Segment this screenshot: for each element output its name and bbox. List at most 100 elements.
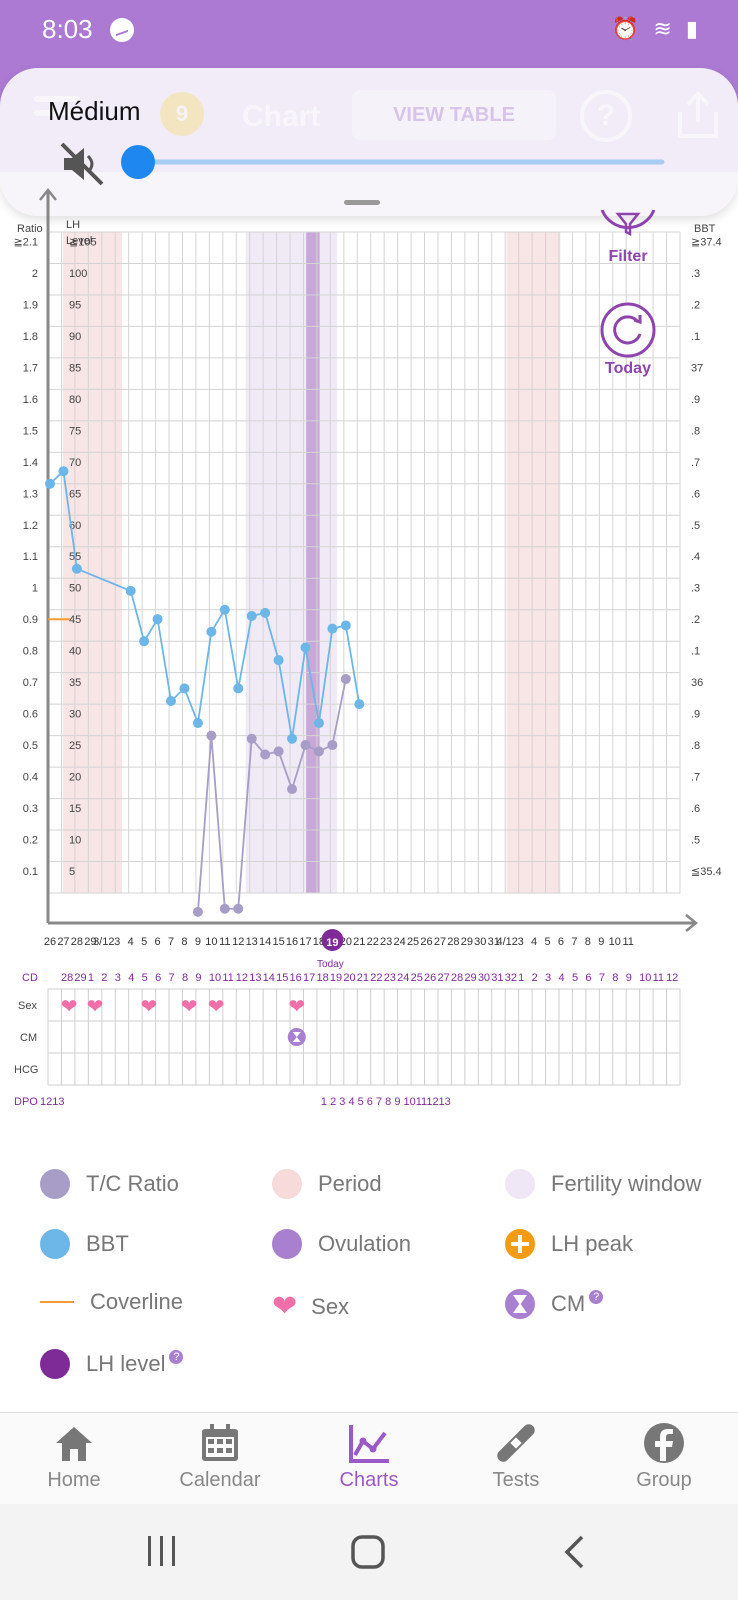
status-time: 8:03 — [42, 14, 93, 44]
bbt-point[interactable] — [166, 695, 177, 706]
bbt-tick: .7 — [691, 772, 700, 784]
bbt-point[interactable] — [354, 699, 365, 710]
help-icon[interactable]: ? — [580, 90, 632, 142]
home-icon — [52, 1421, 96, 1465]
today-marker[interactable] — [321, 929, 344, 951]
ratio-tick: 1.2 — [23, 520, 38, 532]
ratio-point[interactable] — [313, 746, 324, 757]
ratio-point[interactable] — [233, 903, 244, 914]
nav-calendar[interactable]: Calendar — [160, 1421, 280, 1492]
date-label: 10 — [205, 936, 217, 948]
bbt-point[interactable] — [58, 466, 69, 477]
nav-home[interactable]: Home — [14, 1421, 134, 1492]
sex-heart-icon: ❤ — [208, 996, 225, 1018]
bbt-point[interactable] — [327, 623, 338, 634]
bbt-point[interactable] — [152, 614, 163, 625]
fertility-swatch — [505, 1169, 535, 1199]
cd-value: 19 — [330, 972, 342, 984]
cm-event-icon[interactable] — [287, 1028, 306, 1046]
coverline-swatch — [40, 1301, 74, 1303]
bbt-point[interactable] — [125, 585, 136, 596]
volume-slider[interactable] — [118, 142, 666, 182]
sex-heart-icon: ❤ — [61, 996, 78, 1018]
legend-coverline: Coverline — [40, 1289, 183, 1315]
lh-tick: 10 — [69, 835, 81, 847]
bbt-point[interactable] — [300, 642, 311, 653]
sex-heart-icon: ❤ — [140, 996, 157, 1018]
view-table-button[interactable]: VIEW TABLE — [352, 90, 556, 140]
lh-tick: 45 — [69, 614, 81, 626]
ovulation-band — [306, 232, 320, 893]
nav-tests[interactable]: Tests — [456, 1421, 576, 1492]
ratio-point[interactable] — [246, 733, 257, 744]
lh-tick: 75 — [69, 425, 81, 437]
cd-value: 14 — [263, 972, 275, 984]
cd-value: 1 — [518, 972, 524, 984]
legend-tc-ratio-label: T/C Ratio — [86, 1171, 179, 1196]
ratio-point[interactable] — [192, 906, 203, 917]
legend-lh-level-label: LH level — [86, 1351, 166, 1376]
volume-slider-thumb[interactable] — [121, 145, 155, 179]
date-label: 10 — [609, 936, 621, 948]
bbt-point[interactable] — [206, 626, 217, 637]
bbt-point[interactable] — [219, 604, 230, 615]
cd-value: 22 — [370, 972, 382, 984]
back-button[interactable] — [562, 1534, 586, 1575]
ratio-point[interactable] — [206, 730, 217, 741]
ratio-point[interactable] — [340, 673, 351, 684]
ratio-tick: 1.9 — [23, 299, 38, 311]
ratio-point[interactable] — [300, 740, 311, 751]
bbt-point[interactable] — [45, 478, 55, 489]
ratio-point[interactable] — [273, 746, 284, 757]
ratio-point[interactable] — [327, 740, 338, 751]
date-label: 11 — [623, 936, 634, 948]
mute-icon[interactable] — [58, 140, 106, 188]
date-label: 21 — [353, 936, 365, 948]
recents-button[interactable] — [146, 1534, 178, 1573]
bbt-point[interactable] — [233, 683, 244, 694]
dpo-values-left: 1213 — [40, 1096, 64, 1108]
ratio-point[interactable] — [287, 784, 298, 795]
bbt-point[interactable] — [313, 718, 324, 729]
nav-group[interactable]: Group — [604, 1421, 724, 1492]
bbt-point[interactable] — [246, 611, 257, 622]
cd-value: 7 — [169, 972, 175, 984]
bbt-tick: .3 — [691, 268, 700, 280]
coin-badge[interactable]: 9 — [160, 92, 204, 136]
bbt-point[interactable] — [71, 563, 82, 574]
lh-tick: 15 — [69, 803, 81, 815]
cd-value: 32 — [505, 972, 517, 984]
cycle-chart[interactable]: Ratio LHLevelBBT≧2.121.91.81.71.61.51.41.… — [0, 180, 738, 1140]
bbt-point[interactable] — [260, 607, 271, 618]
bbt-tick: .9 — [691, 394, 700, 406]
bbt-point[interactable] — [139, 636, 150, 647]
share-icon[interactable] — [676, 90, 720, 140]
date-label: 6 — [155, 936, 161, 948]
panel-drag-handle[interactable] — [344, 200, 380, 205]
lh-tick: 5 — [69, 866, 75, 878]
filter-button[interactable]: Filter — [598, 210, 658, 274]
lh-tick: 95 — [69, 299, 81, 311]
date-label: 27 — [57, 936, 69, 948]
menu-icon[interactable] — [34, 88, 80, 134]
bbt-point[interactable] — [340, 620, 351, 631]
legend-fertility: Fertility window — [505, 1169, 701, 1199]
ratio-tick: 0.6 — [23, 709, 38, 721]
ovulation-swatch — [272, 1229, 302, 1259]
lh-level-help-icon[interactable]: ? — [169, 1350, 184, 1364]
bbt-point[interactable] — [273, 655, 284, 666]
bbt-point[interactable] — [287, 733, 298, 744]
x-axis-arrow — [685, 914, 699, 932]
cd-value: 7 — [599, 972, 605, 984]
home-button[interactable] — [350, 1534, 386, 1575]
bbt-point[interactable] — [192, 718, 203, 729]
ratio-point[interactable] — [260, 749, 271, 760]
today-button[interactable]: Today — [598, 302, 658, 382]
ratio-point[interactable] — [219, 903, 230, 914]
bbt-tick: 37 — [691, 362, 703, 374]
nav-charts[interactable]: Charts — [309, 1421, 429, 1492]
bbt-point[interactable] — [179, 683, 190, 694]
date-label: 3/12 — [93, 936, 114, 948]
cm-help-icon[interactable]: ? — [589, 1290, 604, 1304]
nav-charts-label: Charts — [339, 1469, 399, 1491]
